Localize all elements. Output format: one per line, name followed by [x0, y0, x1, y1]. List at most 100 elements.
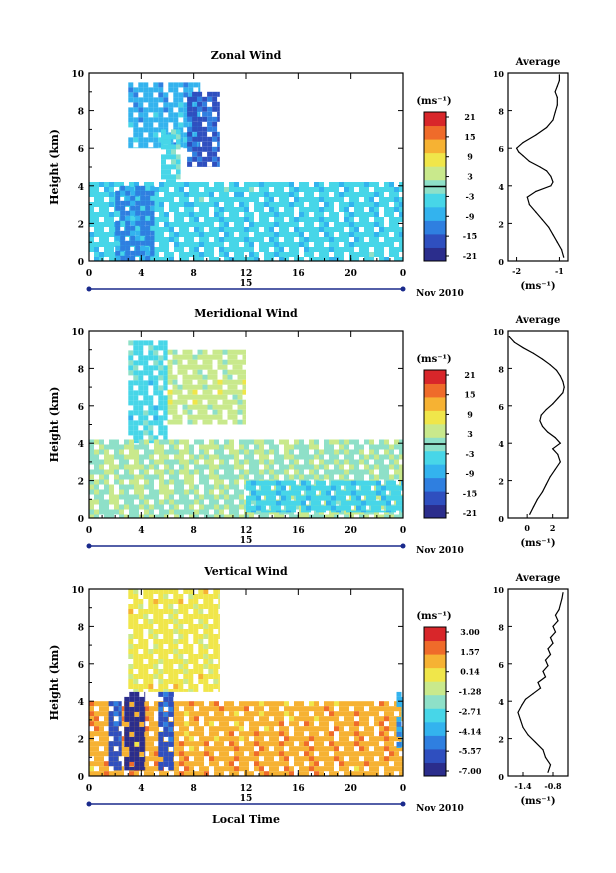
heatmap-cell: [316, 495, 321, 501]
heatmap-cell: [281, 485, 286, 491]
heatmap-cell: [163, 375, 168, 381]
heatmap-cell: [94, 212, 99, 217]
heatmap-cell: [109, 464, 114, 470]
heatmap-cell: [163, 97, 169, 103]
heatmap-cell: [212, 409, 218, 415]
heatmap-cell: [197, 91, 203, 97]
heatmap-cell: [172, 349, 178, 355]
heatmap-cell: [115, 255, 121, 261]
heatmap-cell: [224, 187, 229, 192]
heatmap-cell: [163, 599, 169, 604]
heatmap-cell: [314, 247, 319, 252]
heatmap-cell: [246, 500, 251, 506]
heatmap-cell: [294, 736, 299, 742]
heatmap-cell: [143, 589, 149, 594]
heatmap-cell: [349, 761, 354, 767]
heatmap-cell: [324, 217, 329, 222]
heatmap-cell: [374, 252, 379, 257]
heatmap-cell: [178, 669, 184, 674]
heatmap-cell: [239, 252, 244, 257]
heatmap-cell: [212, 96, 218, 102]
heatmap-cell: [99, 464, 104, 470]
heatmap-cell: [401, 510, 403, 513]
heatmap-cell: [208, 604, 214, 609]
heatmap-cell: [163, 726, 169, 732]
heatmap-cell: [237, 409, 243, 415]
heatmap-cell: [304, 222, 309, 227]
heatmap-cell: [178, 659, 184, 664]
heatmap-cell: [176, 144, 181, 150]
heatmap-cell: [314, 444, 319, 450]
heatmap-cell: [153, 669, 159, 674]
heatmap-cell: [379, 222, 384, 227]
heatmap-cell: [99, 736, 104, 742]
date-month-label: Nov 2010: [416, 289, 464, 299]
heatmap-cell: [189, 247, 194, 252]
heatmap-cell: [134, 474, 139, 480]
heatmap-cell: [183, 679, 189, 684]
heatmap-cell: [209, 731, 214, 737]
heatmap-cell: [214, 449, 219, 455]
heatmap-cell: [227, 409, 233, 415]
heatmap-cell: [124, 716, 130, 722]
heatmap-cell: [299, 212, 304, 217]
heatmap-cell: [128, 365, 134, 371]
heatmap-cell: [394, 746, 399, 752]
heatmap-cell: [256, 505, 261, 511]
heatmap-cell: [134, 489, 139, 495]
y-axis-label: Height (km): [48, 129, 61, 205]
heatmap-cell: [242, 349, 246, 355]
heatmap-cell: [150, 240, 155, 246]
heatmap-cell: [237, 394, 243, 400]
heatmap-cell: [148, 102, 154, 108]
heatmap-cell: [299, 731, 304, 737]
heatmap-cell: [299, 449, 304, 455]
heatmap-cell: [227, 369, 233, 375]
heatmap-cell: [89, 217, 94, 222]
heatmap-cell: [389, 771, 394, 776]
heatmap-cell: [109, 771, 114, 776]
heatmap-cell: [384, 726, 389, 732]
heatmap-cell: [138, 634, 144, 639]
heatmap-cell: [284, 454, 289, 460]
heatmap-cell: [399, 242, 403, 247]
heatmap-cell: [229, 449, 234, 455]
heatmap-cell: [173, 594, 179, 599]
colorbar-segment: [424, 477, 446, 492]
heatmap-cell: [148, 599, 154, 604]
average-profile-point: [521, 704, 523, 706]
heatmap-cell: [331, 480, 336, 486]
heatmap-cell: [289, 741, 294, 747]
heatmap-cell: [159, 237, 164, 242]
heatmap-cell: [384, 197, 389, 202]
heatmap-cell: [254, 232, 259, 237]
heatmap-cell: [150, 235, 155, 241]
heatmap-cell: [125, 190, 131, 196]
heatmap-cell: [207, 364, 213, 370]
heatmap-cell: [224, 222, 229, 227]
heatmap-cell: [198, 654, 204, 659]
heatmap-cell: [174, 192, 179, 197]
heatmap-cell: [168, 674, 174, 679]
heatmap-cell: [168, 117, 174, 123]
heatmap-cell: [113, 751, 119, 757]
heatmap-cell: [193, 654, 199, 659]
heatmap-cell: [128, 117, 134, 123]
heatmap-cell: [159, 217, 164, 222]
heatmap-cell: [294, 701, 299, 707]
heatmap-cell: [321, 495, 326, 501]
heatmap-cell: [351, 500, 356, 506]
heatmap-cell: [119, 474, 124, 480]
heatmap-cell: [199, 202, 204, 207]
heatmap-cell: [144, 716, 146, 722]
heatmap-cell: [334, 751, 339, 757]
heatmap-cell: [304, 192, 309, 197]
heatmap-cell: [224, 469, 229, 475]
heatmap-cell: [148, 609, 154, 614]
heatmap-cell: [143, 679, 149, 684]
heatmap-cell: [319, 252, 324, 257]
heatmap-cell: [344, 771, 349, 776]
heatmap-cell: [349, 454, 354, 460]
heatmap-cell: [139, 766, 145, 771]
heatmap-cell: [139, 756, 145, 762]
